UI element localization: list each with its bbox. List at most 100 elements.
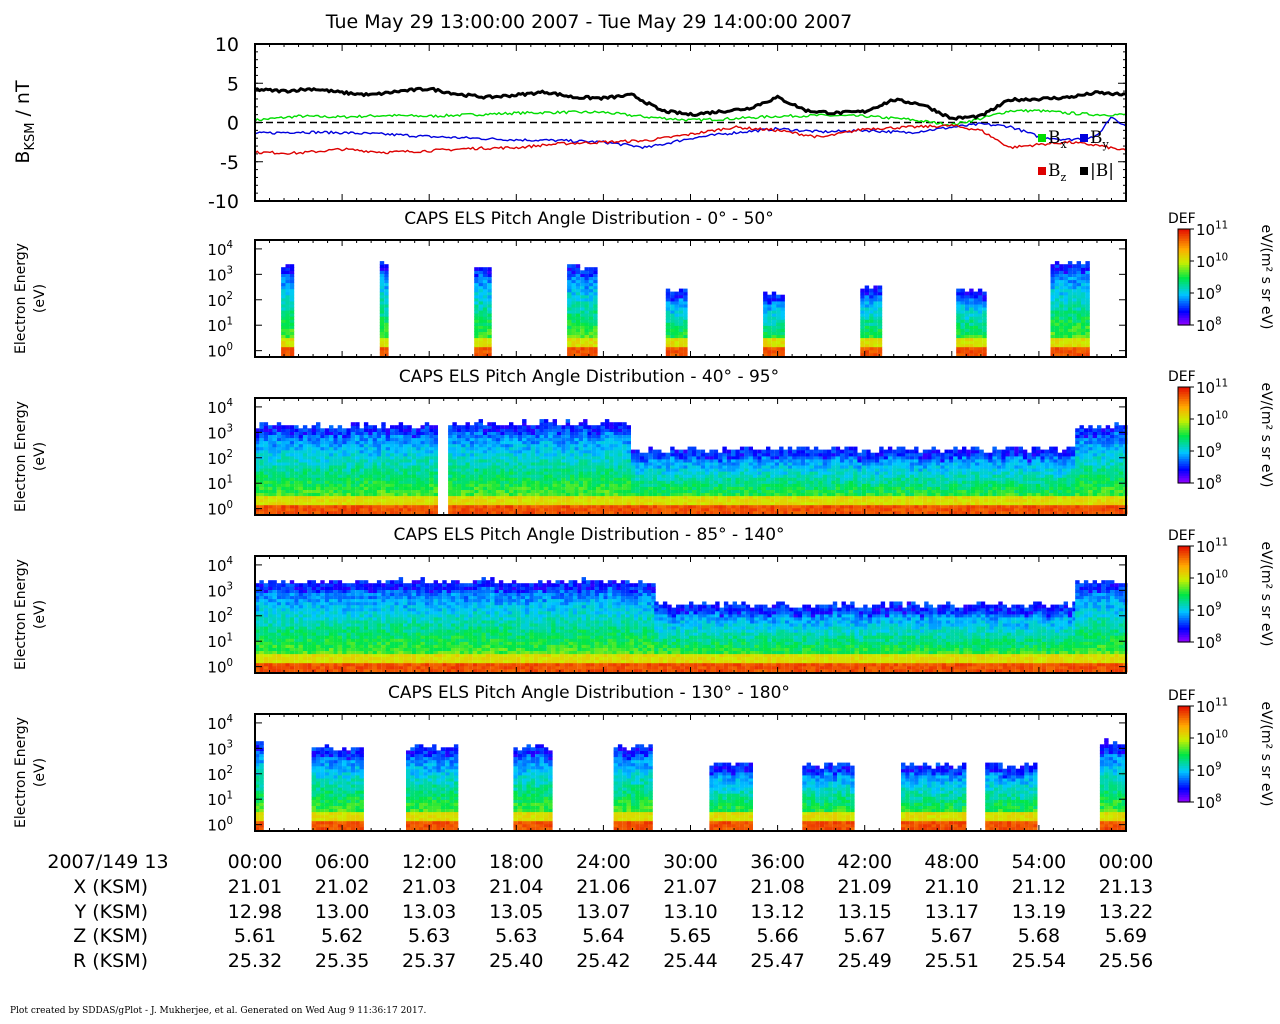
spectrogram-cell [363,449,369,454]
spectrogram-cell [416,495,421,500]
spectrogram-cell [394,480,399,484]
spectrogram-cell [761,477,766,481]
spectrogram-cell [561,455,566,460]
spectrogram-cell [774,452,780,457]
spectrogram-cell [578,449,584,454]
spectrogram-cell [583,495,588,500]
spectrogram-cell [268,480,273,484]
spectrogram-cell [783,474,788,478]
spectrogram-cell [411,501,417,506]
spectrogram-cell [394,437,399,442]
spectrogram-cell [496,443,501,448]
spectrogram-cell [561,477,566,481]
spectrogram-cell [491,431,496,435]
spectrogram-cell [398,495,404,500]
spectrogram-cell [973,294,978,299]
spectrogram-cell [767,340,772,345]
spectrogram-cell [276,446,282,451]
spectrogram-cell [448,425,453,429]
spectrogram-cell [255,489,260,493]
spectrogram-cell [363,480,369,484]
spectrogram-cell [565,480,571,484]
spectrogram-cell [461,461,466,466]
spectrogram-cell [530,452,536,457]
spectrogram-cell [665,477,671,481]
spectrogram-cell [574,498,579,503]
spectrogram-cell [792,474,797,478]
spectrogram-cell [1054,334,1060,339]
spectrogram-cell [687,504,692,509]
spectrogram-cell [465,471,470,475]
spectrogram-cell [604,489,610,493]
spectrogram-cell [731,458,736,463]
spectrogram-cell [329,449,334,454]
spectrogram-cell [583,510,588,515]
spectrogram-cell [1063,334,1068,339]
spectrogram-cell [478,331,483,335]
spectrogram-cell [674,331,679,335]
spectrogram-cell [735,464,740,469]
spectrogram-cell [570,449,575,454]
spectrogram-cell [722,489,727,493]
spectrogram-cell [763,291,768,296]
spectrogram-cell [780,346,785,351]
spectrogram-cell [385,461,390,466]
spectrogram-cell [593,325,598,329]
spectrogram-cell [394,431,399,435]
spectrogram-cell [411,446,417,451]
spectrogram-cell [617,443,623,448]
spectrogram-cell [877,337,883,342]
spectrogram-cell [752,495,758,500]
spectrogram-cell [333,440,338,445]
spectrogram-cell [342,483,347,487]
spectrogram-cell [320,492,325,497]
spectrogram-cell [255,483,260,487]
spectrogram-cell [982,328,987,332]
spectrogram-cell [530,446,536,451]
spectrogram-cell [478,480,483,484]
spectrogram-cell [372,507,377,512]
spectrogram-cell [285,270,290,274]
spectrogram-cell [761,498,766,503]
spectrogram-cell [580,294,585,299]
spectrogram-cell [964,340,970,345]
spectrogram-cell [482,276,488,281]
spectrogram-cell [709,477,714,481]
spectrogram-cell [752,489,758,493]
colorbar-step [1178,286,1190,290]
spectrogram-cell [665,352,671,357]
spectrogram-cell [1076,264,1081,268]
spectrogram-cell [609,434,614,439]
spectrogram-cell [465,440,470,445]
spectrogram-cell [661,467,666,472]
spectrogram-cell [977,300,983,305]
spectrogram-cell [311,489,316,493]
spectrogram-cell [718,486,723,490]
spectrogram-cell [665,340,671,345]
spectrogram-cell [748,464,753,469]
spectrogram-cell [294,504,299,509]
spectrogram-cell [1072,288,1077,293]
spectrogram-cell [478,349,483,354]
spectrogram-cell [535,440,540,445]
spectrogram-cell [346,486,351,490]
spectrogram-cell [552,428,557,432]
spectrogram-cell [337,440,343,445]
spectrogram-cell [591,507,597,512]
spectrogram-cell [478,486,483,490]
spectrogram-cell [552,495,557,500]
spectrogram-cell [281,477,286,481]
spectrogram-cell [1054,316,1060,320]
spectrogram-cell [539,425,544,429]
spectrogram-cell [469,437,475,442]
spectrogram-cell [359,510,364,515]
spectrogram-cell [757,498,762,503]
colorbar-step [1178,265,1190,268]
colorbar-step [1178,241,1190,244]
spectrogram-cell [1085,279,1090,284]
spectrogram-cell [350,455,356,460]
spectrogram-cell [411,498,417,503]
spectrogram-cell [379,322,385,326]
spectrogram-cell [748,495,753,500]
